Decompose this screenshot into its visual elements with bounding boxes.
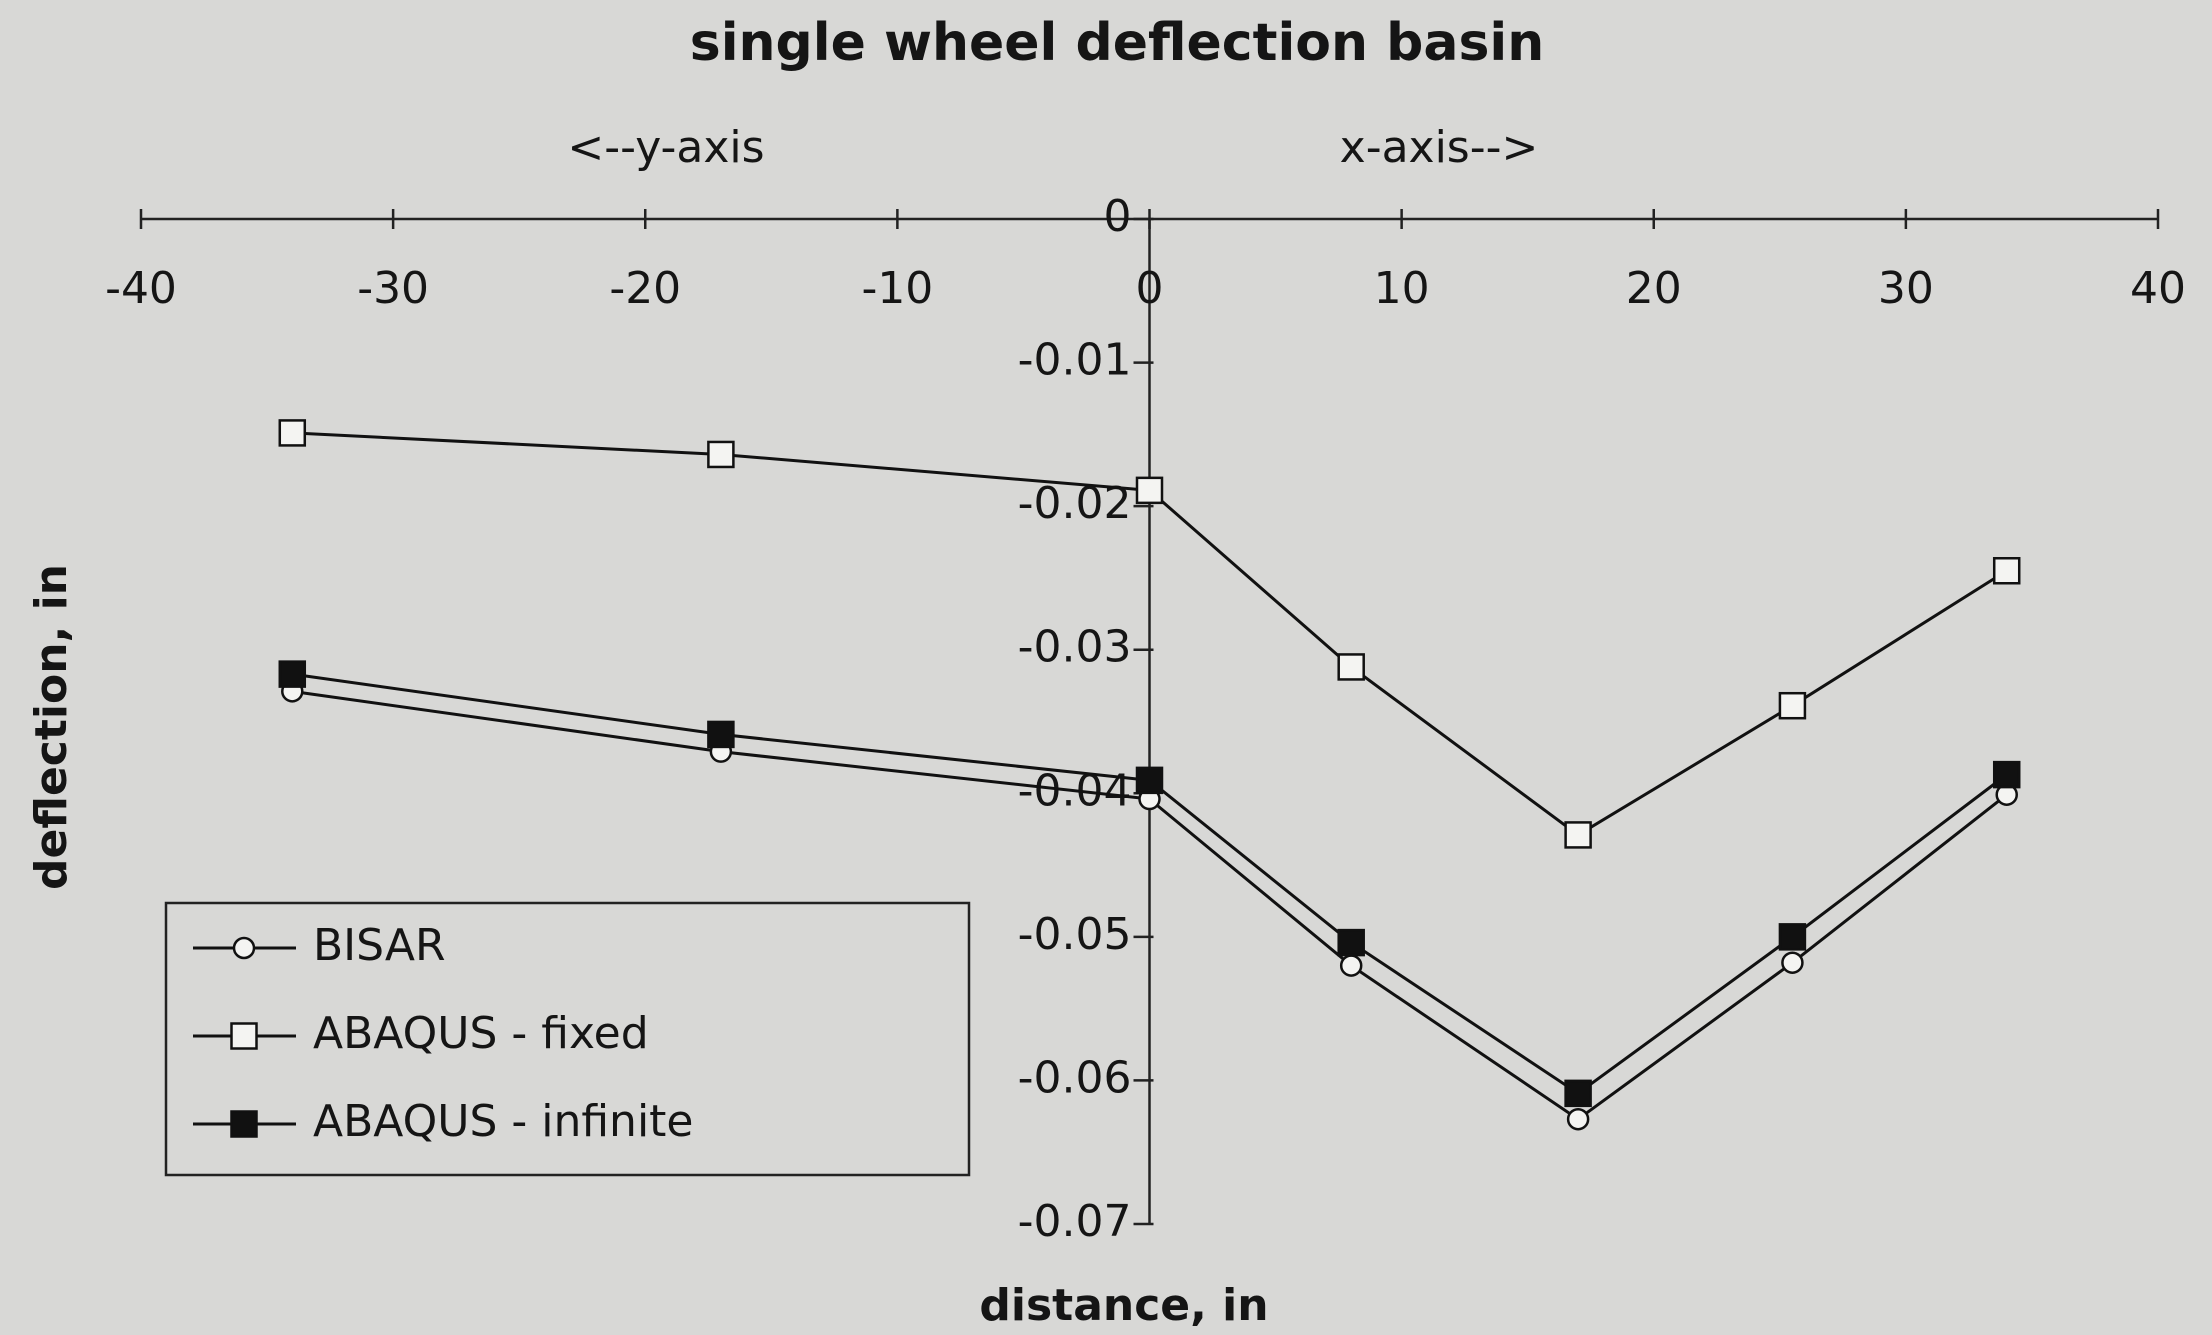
y-tick-label: -0.06 [1018,1052,1132,1103]
data-point [1566,1107,1590,1131]
legend-marker [230,1110,258,1138]
data-point [1337,653,1365,681]
y-tick-label: -0.07 [1018,1196,1132,1247]
data-point [707,440,735,469]
y-tick-label: -0.02 [1018,478,1132,529]
legend-label: ABAQUS - infinite [313,1096,694,1147]
x-axis-label: distance, in [979,1280,1268,1331]
data-point [707,720,735,749]
legend-marker [230,1022,258,1050]
legend-box [164,901,971,1177]
legend-label: ABAQUS - fixed [313,1008,649,1059]
data-point [278,419,307,447]
data-point [278,660,307,688]
y-tick-label: -0.05 [1018,909,1132,960]
x-tick-label: 20 [1626,263,1682,314]
data-point [1778,923,1807,951]
annotation: <--y-axis [567,122,764,173]
x-tick-label: 40 [2130,263,2186,314]
y-tick-label: 0 [1104,191,1132,242]
data-point [1781,951,1804,974]
x-tick-label: 30 [1878,263,1934,314]
y-axis-label: deflection, in [26,564,77,890]
data-point [1135,766,1164,795]
data-point [1337,928,1365,957]
x-tick-label: 10 [1374,263,1430,314]
data-point [1778,691,1807,720]
x-tick-label: -20 [609,263,681,314]
data-point [1339,954,1363,977]
x-tick-label: -30 [357,263,429,314]
chart-title: single wheel deflection basin [690,13,1545,73]
y-tick-label: -0.01 [1018,335,1132,386]
x-tick-label: -40 [105,263,177,314]
data-point [1992,557,2021,585]
y-tick-label: -0.03 [1018,622,1132,673]
x-tick-label: 0 [1136,263,1164,314]
data-point [1992,760,2021,789]
data-point [1564,1079,1592,1108]
annotation: x-axis--> [1340,122,1539,173]
legend-marker [232,936,256,960]
x-tick-label: -10 [861,263,933,314]
data-point [1564,821,1592,849]
data-point [1135,476,1164,505]
legend-label: BISAR [313,920,446,971]
